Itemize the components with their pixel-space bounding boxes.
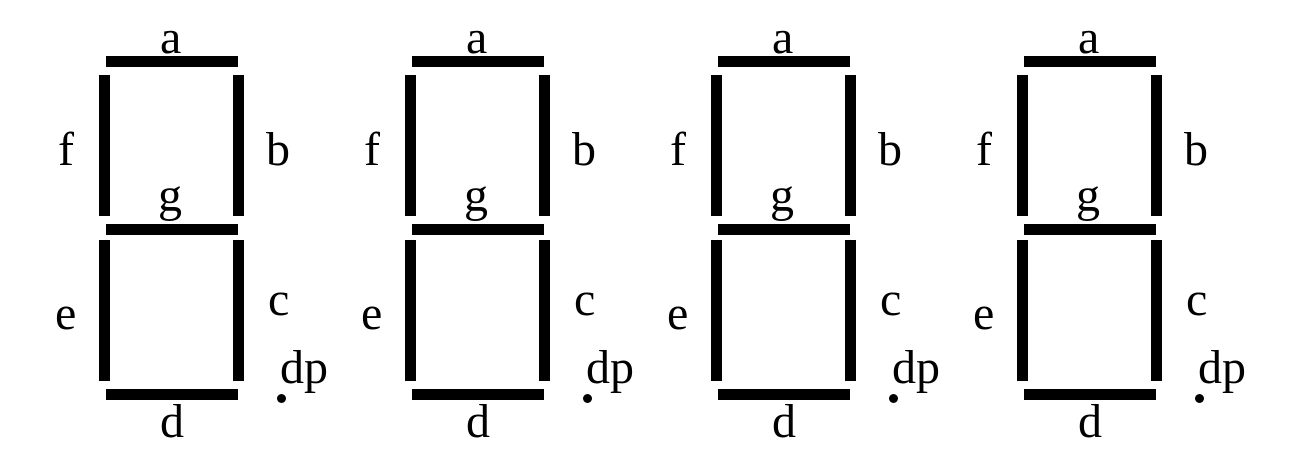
label-e: e: [973, 287, 995, 340]
label-g: g: [158, 169, 182, 222]
segment-e: [99, 240, 110, 381]
label-b: b: [266, 123, 290, 176]
segment-dp: [1195, 394, 1204, 403]
segment-g: [412, 224, 544, 235]
label-a: a: [1078, 11, 1100, 64]
segment-g: [1024, 224, 1156, 235]
label-b: b: [878, 123, 902, 176]
segment-a: [106, 56, 238, 67]
segment-c: [539, 240, 550, 381]
segment-d: [718, 389, 850, 400]
label-f: f: [58, 123, 74, 176]
label-g: g: [770, 169, 794, 222]
segment-e: [405, 240, 416, 381]
label-e: e: [361, 287, 383, 340]
label-b: b: [572, 123, 596, 176]
segment-dp: [889, 394, 898, 403]
label-dp: dp: [280, 341, 328, 394]
segment-e: [711, 240, 722, 381]
label-d: d: [160, 395, 184, 448]
label-d: d: [466, 395, 490, 448]
seven-segment-digit-4: a f b g e c dp d: [918, 0, 1246, 461]
label-a: a: [772, 11, 794, 64]
label-f: f: [670, 123, 686, 176]
label-dp: dp: [1198, 341, 1246, 394]
label-f: f: [364, 123, 380, 176]
segment-c: [845, 240, 856, 381]
label-c: c: [268, 273, 290, 326]
segment-c: [233, 240, 244, 381]
label-dp: dp: [586, 341, 634, 394]
segment-dp: [583, 394, 592, 403]
segment-f: [405, 75, 416, 216]
label-g: g: [1076, 169, 1100, 222]
segment-g: [106, 224, 238, 235]
segment-a: [718, 56, 850, 67]
segment-c: [1151, 240, 1162, 381]
label-f: f: [976, 123, 992, 176]
label-a: a: [160, 11, 182, 64]
segment-f: [99, 75, 110, 216]
seven-segment-digit-3: a f b g e c dp d: [612, 0, 940, 461]
segment-f: [711, 75, 722, 216]
segment-e: [1017, 240, 1028, 381]
seven-segment-digit-1: a f b g e c dp d: [0, 0, 328, 461]
label-e: e: [667, 287, 689, 340]
label-d: d: [772, 395, 796, 448]
label-g: g: [464, 169, 488, 222]
label-c: c: [880, 273, 902, 326]
label-c: c: [574, 273, 596, 326]
segment-d: [1024, 389, 1156, 400]
segment-d: [106, 389, 238, 400]
segment-b: [233, 75, 244, 216]
segment-b: [539, 75, 550, 216]
segment-g: [718, 224, 850, 235]
segment-a: [412, 56, 544, 67]
label-c: c: [1186, 273, 1208, 326]
segment-b: [845, 75, 856, 216]
label-b: b: [1184, 123, 1208, 176]
segment-dp: [277, 394, 286, 403]
segment-b: [1151, 75, 1162, 216]
segment-d: [412, 389, 544, 400]
label-a: a: [466, 11, 488, 64]
label-dp: dp: [892, 341, 940, 394]
label-e: e: [55, 287, 77, 340]
label-d: d: [1078, 395, 1102, 448]
segment-f: [1017, 75, 1028, 216]
seven-segment-digit-2: a f b g e c dp d: [306, 0, 634, 461]
segment-a: [1024, 56, 1156, 67]
